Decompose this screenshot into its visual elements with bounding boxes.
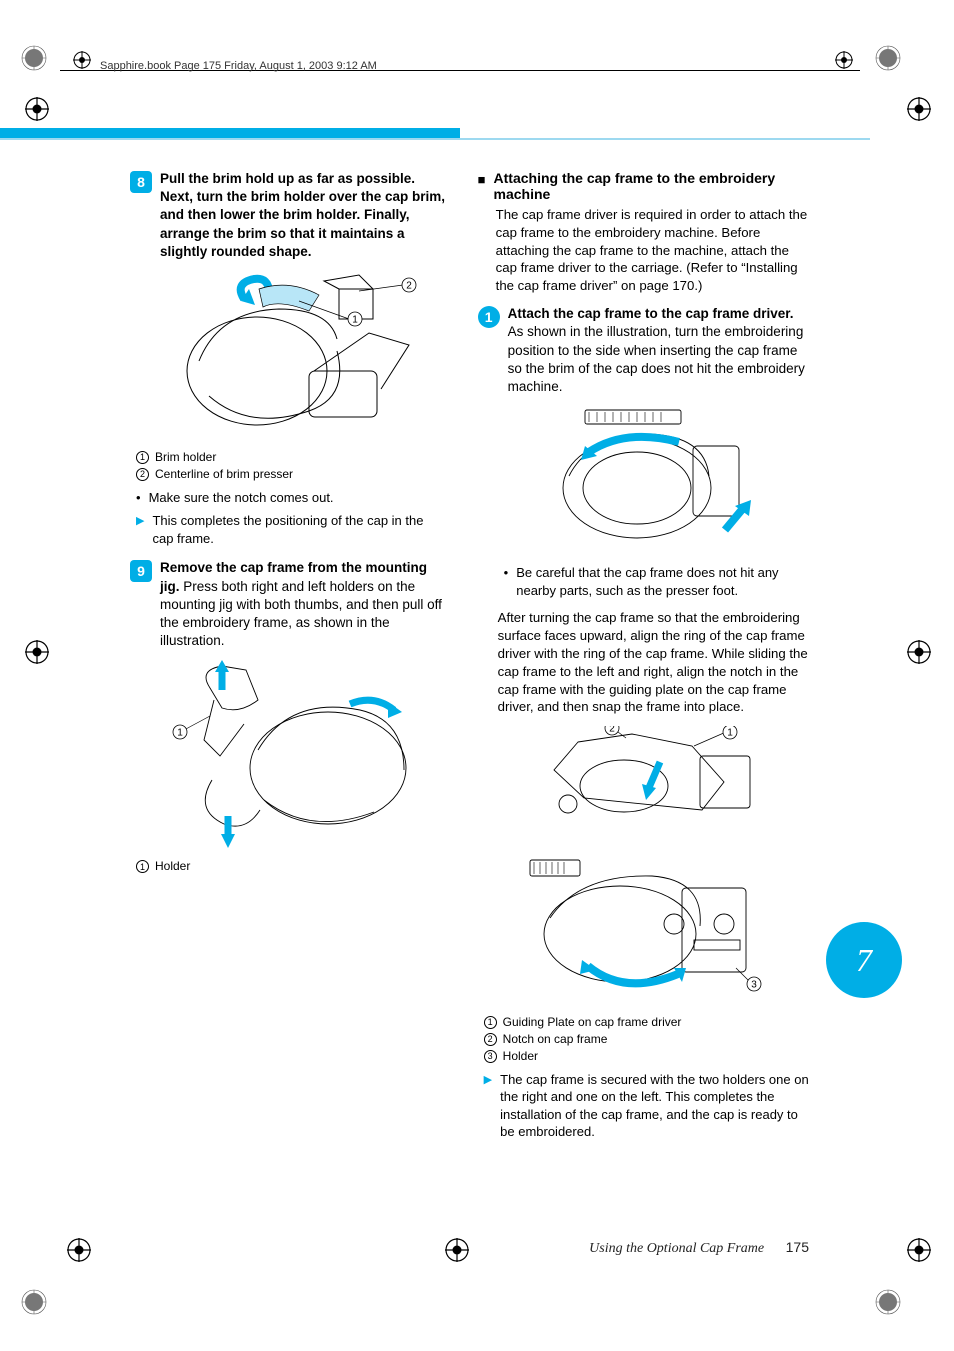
result-item: ▶The cap frame is secured with the two h… xyxy=(484,1071,810,1141)
section-heading: ■ Attaching the cap frame to the embroid… xyxy=(478,170,810,202)
register-mark-icon xyxy=(906,96,932,122)
step-8: 8 Pull the brim hold up as far as possib… xyxy=(160,170,448,261)
bullet-list: •Make sure the notch comes out. xyxy=(136,489,448,507)
svg-text:1: 1 xyxy=(352,315,358,326)
chapter-tab: 7 xyxy=(826,922,902,998)
register-mark-icon xyxy=(24,96,50,122)
callout-item: 3Holder xyxy=(484,1048,810,1065)
section-body: The cap frame driver is required in orde… xyxy=(496,206,810,295)
figure-brim-holder: 1 2 xyxy=(130,271,448,441)
step-badge-1: 1 xyxy=(478,306,500,328)
register-mark-icon xyxy=(72,50,92,70)
triangle-icon: ▶ xyxy=(136,514,144,547)
page-number: 175 xyxy=(786,1239,809,1255)
callout-item: 1Holder xyxy=(136,858,448,875)
page: Sapphire.book Page 175 Friday, August 1,… xyxy=(0,0,954,1351)
bullet-item: •Be careful that the cap frame does not … xyxy=(504,564,810,599)
register-mark-icon xyxy=(906,639,932,665)
result-item: ▶This completes the positioning of the c… xyxy=(136,512,448,547)
page-footer: Using the Optional Cap Frame 175 xyxy=(589,1239,809,1257)
svg-text:1: 1 xyxy=(177,728,183,739)
square-bullet-icon: ■ xyxy=(478,170,486,202)
blue-header-bar xyxy=(0,128,460,138)
blue-header-underline xyxy=(0,138,870,140)
svg-text:1: 1 xyxy=(727,728,733,739)
callout-item: 1Guiding Plate on cap frame driver xyxy=(484,1014,810,1031)
step-8-text: Pull the brim hold up as far as possible… xyxy=(160,170,448,261)
crop-target-icon xyxy=(20,44,48,72)
callout-item: 2Notch on cap frame xyxy=(484,1031,810,1048)
crop-target-icon xyxy=(874,44,902,72)
header-file-info: Sapphire.book Page 175 Friday, August 1,… xyxy=(100,60,377,72)
figure-remove-frame: 1 xyxy=(150,660,448,850)
step-badge-9: 9 xyxy=(130,560,152,582)
register-mark-icon xyxy=(66,1237,92,1263)
register-mark-icon xyxy=(834,50,854,70)
footer-title: Using the Optional Cap Frame xyxy=(589,1241,764,1256)
bullet-item: •Make sure the notch comes out. xyxy=(136,489,448,507)
register-mark-icon xyxy=(444,1237,470,1263)
content-columns: 8 Pull the brim hold up as far as possib… xyxy=(130,170,810,1153)
result-list-2: ▶The cap frame is secured with the two h… xyxy=(484,1071,810,1141)
svg-text:2: 2 xyxy=(609,726,615,735)
crop-target-icon xyxy=(20,1288,48,1316)
triangle-icon: ▶ xyxy=(484,1073,492,1141)
step-badge-8: 8 xyxy=(130,171,152,193)
right-column: ■ Attaching the cap frame to the embroid… xyxy=(478,170,810,1153)
step-9: 9 Remove the cap frame from the mounting… xyxy=(160,559,448,650)
align-para: After turning the cap frame so that the … xyxy=(498,609,810,716)
figure1-callouts: 1Brim holder 2Centerline of brim presser xyxy=(136,449,448,483)
svg-text:2: 2 xyxy=(406,281,412,292)
callout-item: 1Brim holder xyxy=(136,449,448,466)
left-column: 8 Pull the brim hold up as far as possib… xyxy=(130,170,448,1153)
caution-list: •Be careful that the cap frame does not … xyxy=(504,564,810,599)
callout-item: 2Centerline of brim presser xyxy=(136,466,448,483)
figure-align-ring: 2 1 xyxy=(478,726,810,1006)
result-list: ▶This completes the positioning of the c… xyxy=(136,512,448,547)
step-1: 1 Attach the cap frame to the cap frame … xyxy=(508,305,810,396)
register-mark-icon xyxy=(906,1237,932,1263)
crop-target-icon xyxy=(874,1288,902,1316)
figure4-callouts: 1Guiding Plate on cap frame driver 2Notc… xyxy=(484,1014,810,1064)
register-mark-icon xyxy=(24,639,50,665)
step-9-text: Remove the cap frame from the mounting j… xyxy=(160,559,448,650)
step-1-text: Attach the cap frame to the cap frame dr… xyxy=(508,305,810,396)
figure2-callouts: 1Holder xyxy=(136,858,448,875)
figure-attach-driver xyxy=(478,406,810,556)
svg-text:3: 3 xyxy=(751,980,757,991)
